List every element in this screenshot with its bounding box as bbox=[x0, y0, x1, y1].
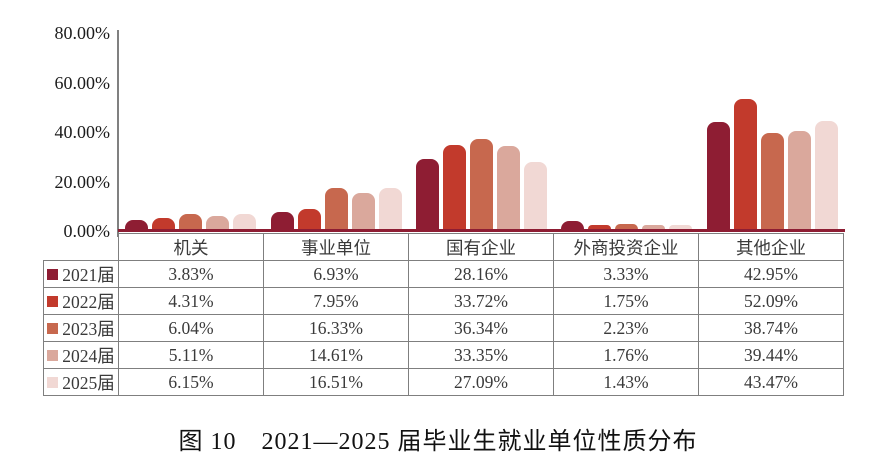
bar-2025届-机关 bbox=[233, 213, 257, 229]
legend-swatch-icon bbox=[47, 322, 59, 334]
value-cell-2025届-国有企业: 27.09% bbox=[408, 368, 554, 396]
column-header-机关: 机关 bbox=[118, 233, 264, 261]
plot-area bbox=[118, 30, 845, 232]
y-axis-line bbox=[117, 30, 119, 237]
value-cell-2021届-国有企业: 28.16% bbox=[408, 260, 554, 288]
table-row-2025届: 2025届 6.15% 16.51% 27.09% 1.43% 43.47% bbox=[43, 368, 844, 396]
table-row-2022届: 2022届 4.31% 7.95% 33.72% 1.75% 52.09% bbox=[43, 287, 844, 315]
y-tick-label: 40.00% bbox=[54, 122, 111, 142]
value-cell-2021届-事业单位: 6.93% bbox=[263, 260, 409, 288]
value-cell-2024届-国有企业: 33.35% bbox=[408, 341, 554, 369]
column-header-国有企业: 国有企业 bbox=[408, 233, 554, 261]
value-cell-2022届-外商投资企业: 1.75% bbox=[553, 287, 699, 315]
bar-2022届-国有企业 bbox=[443, 145, 467, 229]
legend-swatch-icon bbox=[47, 376, 59, 388]
value-cell-2021届-机关: 3.83% bbox=[118, 260, 264, 288]
legend-label: 2024届 bbox=[62, 345, 115, 366]
bar-2025届-其他企业 bbox=[814, 120, 838, 229]
value-cell-2023届-其他企业: 38.74% bbox=[698, 314, 844, 342]
table-row-2023届: 2023届 6.04% 16.33% 36.34% 2.23% 38.74% bbox=[43, 314, 844, 342]
figure-caption: 图 10 2021—2025 届毕业生就业单位性质分布 bbox=[178, 429, 698, 455]
bar-2025届-事业单位 bbox=[378, 187, 402, 229]
bar-2021届-国有企业 bbox=[416, 159, 440, 229]
bar-2023届-事业单位 bbox=[324, 188, 348, 229]
value-cell-2022届-国有企业: 33.72% bbox=[408, 287, 554, 315]
bar-2022届-机关 bbox=[152, 218, 176, 229]
bar-group-国有企业 bbox=[409, 30, 554, 229]
legend-label: 2023届 bbox=[62, 318, 115, 339]
bar-2023届-其他企业 bbox=[760, 132, 784, 229]
bar-2023届-机关 bbox=[179, 214, 203, 229]
value-cell-2022届-其他企业: 52.09% bbox=[698, 287, 844, 315]
data-table: 机关 事业单位 国有企业 外商投资企业 其他企业 2021届 3.83% 6.93% 28.1… bbox=[43, 233, 844, 396]
legend-swatch-icon bbox=[47, 295, 59, 307]
bar-2023届-外商投资企业 bbox=[615, 223, 639, 229]
column-header-其他企业: 其他企业 bbox=[698, 233, 844, 261]
value-cell-2023届-外商投资企业: 2.23% bbox=[553, 314, 699, 342]
value-cell-2022届-事业单位: 7.95% bbox=[263, 287, 409, 315]
bar-group-其他企业 bbox=[700, 30, 845, 229]
legend-cell-2023届: 2023届 bbox=[43, 314, 119, 342]
value-cell-2025届-其他企业: 43.47% bbox=[698, 368, 844, 396]
value-cell-2024届-其他企业: 39.44% bbox=[698, 341, 844, 369]
value-cell-2023届-国有企业: 36.34% bbox=[408, 314, 554, 342]
value-cell-2025届-机关: 6.15% bbox=[118, 368, 264, 396]
bar-2025届-外商投资企业 bbox=[669, 225, 693, 229]
y-tick-label: 80.00% bbox=[54, 23, 111, 43]
bar-2024届-其他企业 bbox=[787, 130, 811, 229]
legend-cell-2025届: 2025届 bbox=[43, 368, 119, 396]
legend-label: 2025届 bbox=[62, 372, 115, 393]
bar-group-机关 bbox=[118, 30, 263, 229]
legend-cell-2022届: 2022届 bbox=[43, 287, 119, 315]
y-tick-label: 20.00% bbox=[54, 171, 111, 192]
table-corner-cell bbox=[43, 233, 119, 261]
bar-2024届-国有企业 bbox=[497, 146, 521, 229]
bar-2024届-事业单位 bbox=[351, 192, 375, 229]
bar-2024届-外商投资企业 bbox=[642, 224, 666, 229]
legend-cell-2024届: 2024届 bbox=[43, 341, 119, 369]
bar-2021届-外商投资企业 bbox=[561, 220, 585, 229]
value-cell-2024届-事业单位: 14.61% bbox=[263, 341, 409, 369]
bar-2021届-事业单位 bbox=[270, 211, 294, 229]
column-header-事业单位: 事业单位 bbox=[263, 233, 409, 261]
value-cell-2024届-外商投资企业: 1.76% bbox=[553, 341, 699, 369]
bar-2023届-国有企业 bbox=[470, 138, 494, 229]
column-header-外商投资企业: 外商投资企业 bbox=[553, 233, 699, 261]
value-cell-2025届-外商投资企业: 1.43% bbox=[553, 368, 699, 396]
table-row-2024届: 2024届 5.11% 14.61% 33.35% 1.76% 39.44% bbox=[43, 341, 844, 369]
table-body: 2021届 3.83% 6.93% 28.16% 3.33% 42.95% 2022届 4.3… bbox=[43, 260, 844, 396]
legend-label: 2022届 bbox=[62, 291, 115, 312]
legend-swatch-icon bbox=[47, 268, 59, 280]
value-cell-2023届-机关: 6.04% bbox=[118, 314, 264, 342]
value-cell-2025届-事业单位: 16.51% bbox=[263, 368, 409, 396]
y-tick-label: 60.00% bbox=[54, 72, 111, 93]
legend-cell-2021届: 2021届 bbox=[43, 260, 119, 288]
bar-2022届-其他企业 bbox=[733, 99, 757, 229]
bar-2021届-其他企业 bbox=[706, 122, 730, 229]
bar-2022届-外商投资企业 bbox=[588, 224, 612, 229]
value-cell-2024届-机关: 5.11% bbox=[118, 341, 264, 369]
bar-2025届-国有企业 bbox=[524, 161, 548, 229]
table-row: 机关 事业单位 国有企业 外商投资企业 其他企业 bbox=[43, 233, 844, 261]
bar-chart: 80.00% 60.00% 40.00% 20.00% 0.00% bbox=[54, 23, 845, 240]
bar-2024届-机关 bbox=[206, 216, 230, 229]
table-row-2021届: 2021届 3.83% 6.93% 28.16% 3.33% 42.95% bbox=[43, 260, 844, 288]
bar-group-外商投资企业 bbox=[554, 30, 699, 229]
bar-group-事业单位 bbox=[263, 30, 408, 229]
legend-label: 2021届 bbox=[62, 264, 115, 285]
legend-swatch-icon bbox=[47, 349, 59, 361]
value-cell-2021届-外商投资企业: 3.33% bbox=[553, 260, 699, 288]
value-cell-2022届-机关: 4.31% bbox=[118, 287, 264, 315]
table-header-row: 机关 事业单位 国有企业 外商投资企业 其他企业 bbox=[43, 233, 844, 261]
value-cell-2021届-其他企业: 42.95% bbox=[698, 260, 844, 288]
bar-2021届-机关 bbox=[125, 219, 149, 229]
value-cell-2023届-事业单位: 16.33% bbox=[263, 314, 409, 342]
bar-2022届-事业单位 bbox=[297, 209, 321, 229]
